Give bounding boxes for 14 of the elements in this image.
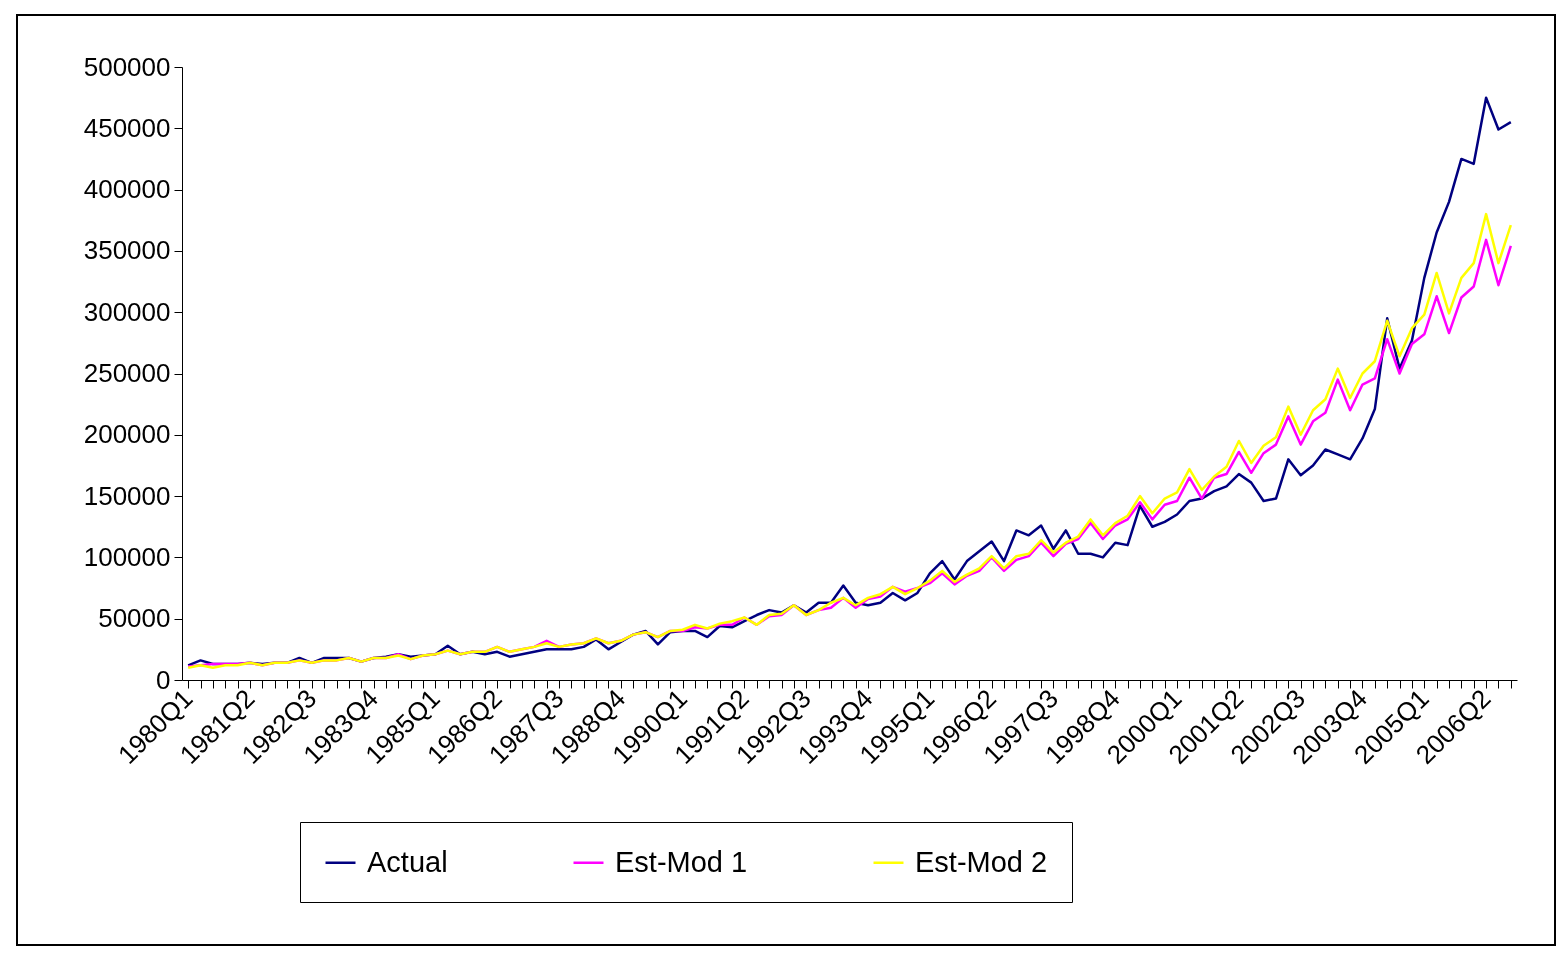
legend-label: Est-Mod 1: [615, 845, 748, 878]
y-tick-label: 250000: [83, 358, 171, 388]
y-tick-label: 450000: [83, 112, 171, 143]
legend-label: Est-Mod 2: [915, 845, 1048, 878]
y-tick-label: 0: [156, 664, 171, 695]
y-tick-label: 100000: [83, 541, 171, 572]
y-tick-label: 150000: [83, 480, 171, 511]
y-tick-label: 500000: [83, 51, 171, 82]
y-tick-label: 50000: [98, 603, 171, 634]
y-tick-label: 400000: [83, 174, 171, 205]
legend-label: Actual: [367, 845, 448, 878]
y-tick-label: 350000: [83, 235, 171, 266]
y-tick-label: 300000: [83, 296, 171, 327]
y-tick-label: 200000: [83, 419, 171, 450]
